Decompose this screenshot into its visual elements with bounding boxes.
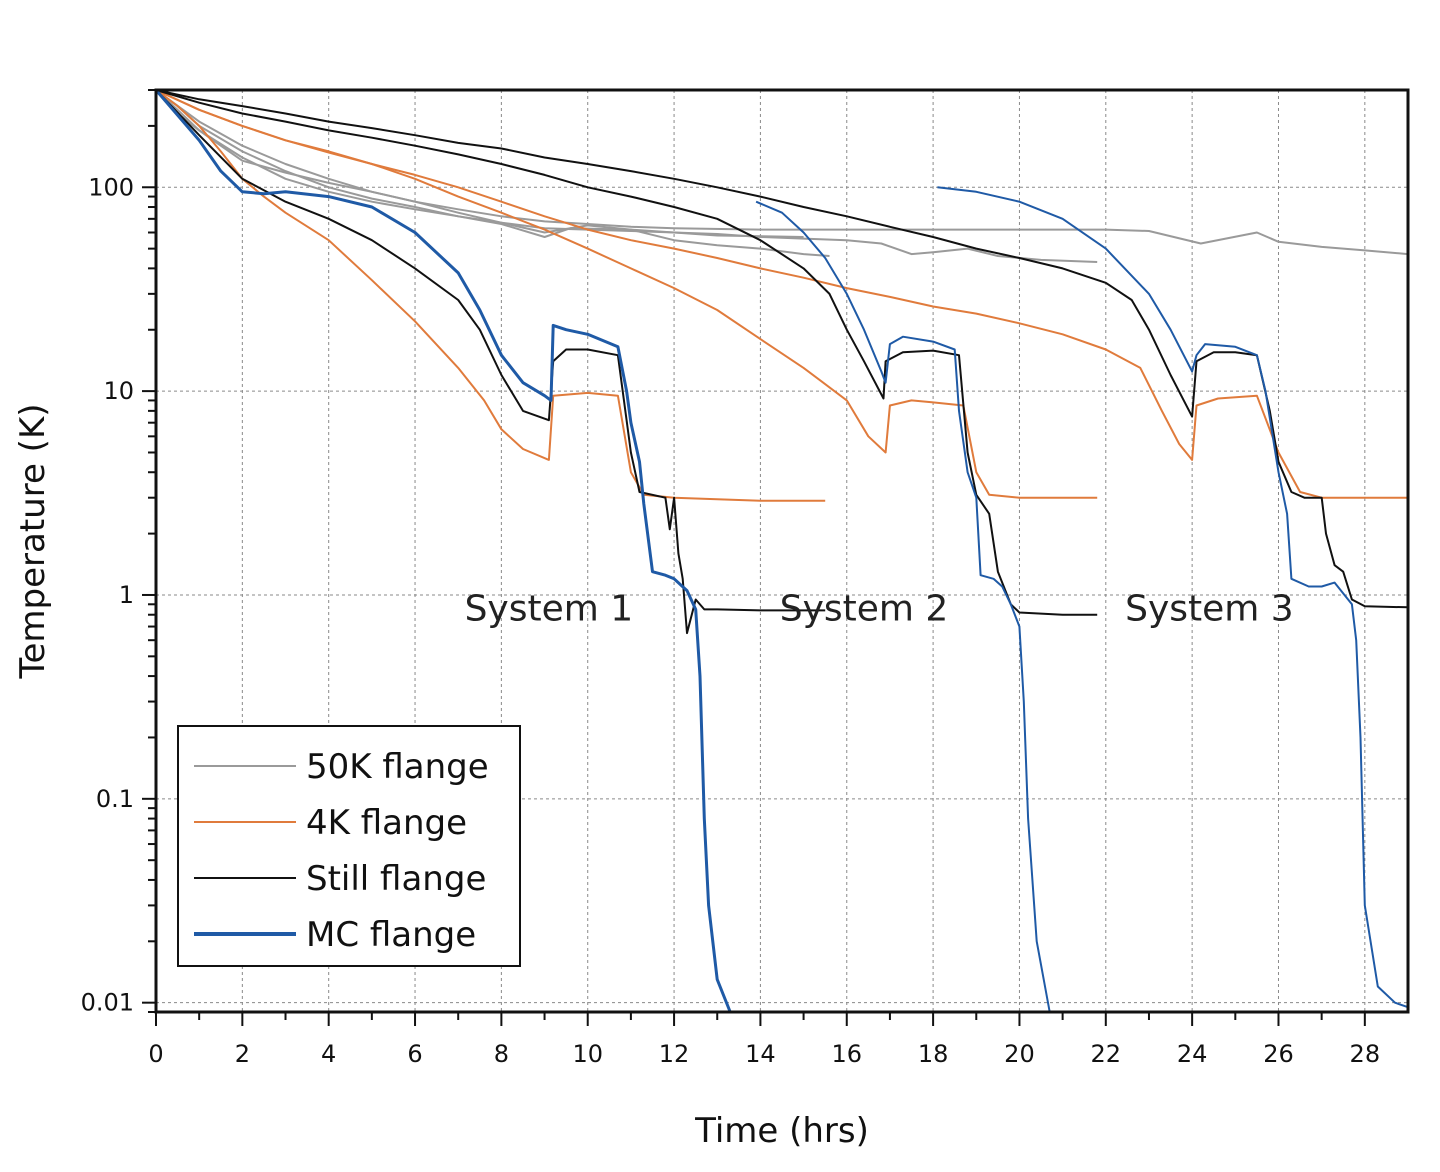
series-line-still-flange-system-3 (155, 89, 1409, 609)
x-tick-label: 26 (1263, 1040, 1294, 1068)
x-tick-label: 22 (1091, 1040, 1122, 1068)
legend: 50K flange 4K flange Still flange MC flange (177, 725, 521, 967)
x-tick-label: 12 (659, 1040, 690, 1068)
x-tick-label: 18 (918, 1040, 949, 1068)
series-line-still-flange-system-2 (155, 89, 1098, 616)
annotation-label: System 1 (465, 588, 634, 629)
annotation-label: System 2 (780, 588, 949, 629)
y-tick-label: 0.01 (81, 989, 134, 1017)
x-tick-label: 8 (494, 1040, 509, 1068)
x-tick-label: 0 (148, 1040, 163, 1068)
x-tick-label: 6 (407, 1040, 422, 1068)
series-line-50k-flange-system-2 (155, 89, 1098, 263)
y-tick-label: 100 (88, 173, 134, 201)
y-tick-label: 0.1 (96, 785, 134, 813)
x-tick-label: 10 (572, 1040, 603, 1068)
series-layer (154, 89, 1409, 1013)
x-tick-label: 20 (1004, 1040, 1035, 1068)
legend-label: MC flange (306, 915, 476, 955)
series-line-4k-flange-system-2 (155, 89, 1098, 499)
series-line-50k-flange-system-3 (155, 89, 1409, 256)
annotation-label: System 3 (1125, 588, 1294, 629)
series-line-mc-flange-system-1 (154, 89, 732, 1013)
x-tick-label: 14 (745, 1040, 776, 1068)
series-line-mc-flange-system-2 (755, 200, 1051, 1013)
plot-frame (154, 88, 1410, 1014)
y-tick-label: 10 (103, 377, 134, 405)
x-tick-label: 16 (831, 1040, 862, 1068)
legend-label: 4K flange (306, 803, 467, 843)
x-tick-label: 28 (1350, 1040, 1381, 1068)
x-tick-label: 4 (321, 1040, 336, 1068)
series-line-50k-flange-system-1 (155, 89, 830, 257)
series-line-still-flange-system-1 (155, 89, 826, 635)
x-tick-label: 24 (1177, 1040, 1208, 1068)
annotations: System 1 System 2 System 3 (465, 588, 1294, 629)
y-axis-title: Temperature (K) (13, 403, 53, 679)
legend-label: 50K flange (306, 747, 489, 787)
y-tick-label: 1 (119, 581, 134, 609)
series-line-mc-flange-system-3 (937, 186, 1409, 1009)
series-line-4k-flange-system-3 (155, 89, 1408, 499)
x-tick-label: 2 (235, 1040, 250, 1068)
legend-label: Still flange (306, 859, 486, 899)
x-axis-title: Time (hrs) (694, 1111, 869, 1151)
